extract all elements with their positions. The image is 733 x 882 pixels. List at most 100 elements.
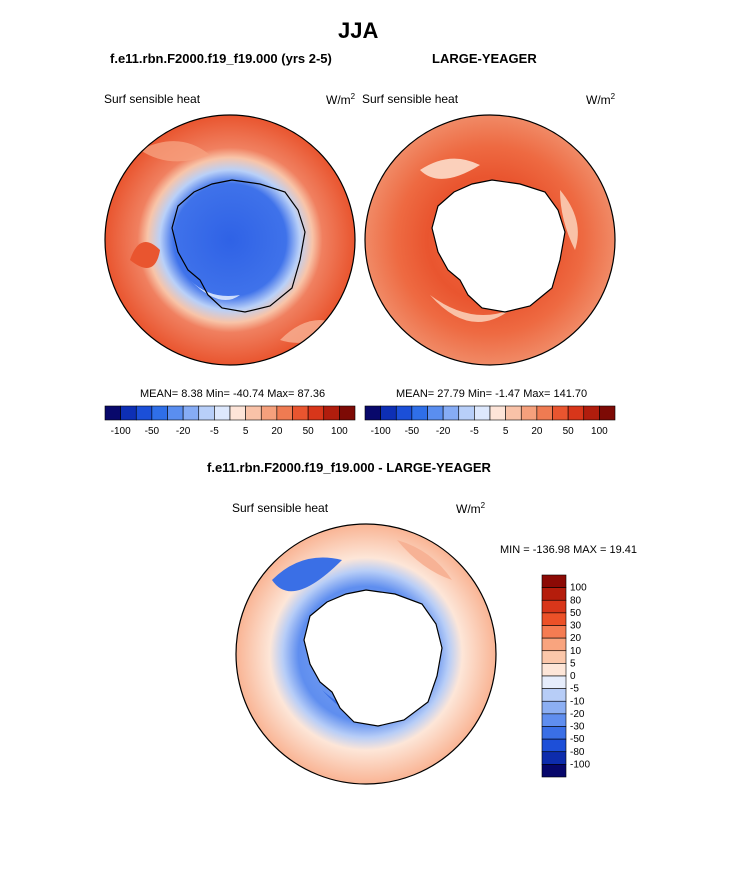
panel1-blob: [140, 141, 210, 162]
colorbar-swatch: [583, 405, 600, 421]
colorbar-swatch: [427, 405, 444, 421]
panel3-map: [235, 523, 497, 785]
panel2-mean-label: MEAN=: [396, 388, 435, 400]
colorbar-tick-label: 5: [503, 426, 509, 437]
panel3-min: -136.98: [532, 544, 571, 556]
colorbar-tick-label: -20: [436, 426, 451, 437]
colorbar-swatch: [364, 405, 381, 421]
panel3-variable: Surf sensible heat: [232, 501, 329, 515]
colorbar-swatch: [489, 405, 506, 421]
colorbar-swatch: [541, 587, 567, 601]
colorbar-swatch: [214, 405, 231, 421]
colorbar-swatch: [541, 663, 567, 677]
colorbar-swatch: [135, 405, 153, 421]
colorbar-tick-label: -5: [470, 426, 479, 437]
panel1-min-label: Min=: [205, 388, 230, 400]
colorbar-swatch: [260, 405, 278, 421]
colorbar-swatch: [541, 675, 567, 689]
colorbar-tick-label: -100: [570, 759, 590, 770]
panel2-stats: MEAN= 27.79 Min= -1.47 Max= 141.70: [396, 388, 587, 400]
panel1-max-label: Max=: [267, 388, 295, 400]
colorbar-swatch: [567, 405, 585, 421]
colorbar-tick-label: 50: [570, 608, 582, 619]
page-title: JJA: [338, 18, 379, 43]
colorbar-swatch: [380, 405, 397, 421]
colorbar-swatch: [552, 405, 569, 421]
colorbar-tick-label: -50: [570, 734, 585, 745]
colorbar-swatch: [458, 405, 475, 421]
colorbar-swatch: [245, 405, 262, 421]
panel2-units-base: W/m: [586, 93, 611, 107]
colorbar-swatch: [151, 405, 168, 421]
panel2-min: -1.47: [495, 388, 521, 400]
colorbar-swatch: [541, 625, 567, 639]
panel1-units-base: W/m: [326, 93, 351, 107]
colorbar-tick-label: 50: [303, 426, 315, 437]
colorbar-swatch: [541, 764, 567, 778]
colorbar-tick-label: -100: [371, 426, 391, 437]
colorbar-swatch: [541, 726, 567, 740]
colorbar-tick-label: 10: [570, 646, 582, 657]
left-run-title: f.e11.rbn.F2000.f19_f19.000 (yrs 2-5): [110, 51, 332, 66]
colorbar-swatch: [307, 405, 325, 421]
panel2-border: [364, 114, 616, 366]
colorbar-tick-label: 0: [570, 671, 576, 682]
colorbar-swatch: [292, 405, 309, 421]
panel1-border: [104, 114, 356, 366]
colorbar-swatch: [198, 405, 215, 421]
colorbar-tick-label: -20: [176, 426, 191, 437]
colorbar-swatch: [541, 637, 567, 652]
colorbar-tick-label: 20: [271, 426, 283, 437]
panel3-min-label: MIN =: [500, 544, 530, 556]
colorbar-swatch: [505, 405, 522, 421]
panel1-variable: Surf sensible heat: [104, 92, 201, 106]
panel1-units: W/m2: [326, 92, 355, 107]
colorbar-swatch: [104, 405, 121, 421]
panel3-units-exp: 2: [480, 501, 486, 510]
panel3-units-base: W/m: [456, 502, 481, 516]
panel1-max: 87.36: [297, 388, 326, 400]
colorbar-swatch: [541, 599, 567, 614]
colorbar-swatch: [411, 405, 428, 421]
colorbar-swatch: [182, 405, 200, 421]
colorbar-tick-label: 30: [570, 621, 582, 632]
panel2-max: 141.70: [553, 388, 588, 400]
panel2-min-label: Min=: [467, 388, 493, 400]
colorbar-tick-label: -100: [111, 426, 131, 437]
colorbar-tick-label: 20: [570, 633, 582, 644]
panel3-blob: [397, 540, 452, 580]
colorbar-swatch: [541, 688, 567, 702]
colorbar-swatch: [474, 405, 491, 421]
colorbar-swatch: [541, 751, 567, 765]
colorbar-tick-label: -20: [570, 709, 585, 720]
colorbar-tick-label: 50: [563, 426, 575, 437]
panel1-mean-label: MEAN=: [140, 388, 179, 400]
panel2-land: [431, 179, 566, 313]
panel2-units-exp: 2: [610, 92, 616, 101]
colorbar-swatch: [541, 700, 567, 715]
colorbar-tick-label: -10: [570, 696, 585, 707]
panel3-stats: MIN = -136.98 MAX = 19.41: [500, 544, 637, 556]
colorbar-tick-label: -50: [145, 426, 160, 437]
right-run-title: LARGE-YEAGER: [432, 51, 537, 66]
panel2-blob: [420, 158, 480, 179]
colorbar-tick-label: -50: [405, 426, 420, 437]
panel2-mean: 27.79: [437, 388, 465, 400]
panel2-units: W/m2: [586, 92, 615, 107]
panel1-map: [104, 114, 356, 366]
colorbar-swatch: [339, 405, 356, 421]
panel3-max: 19.41: [609, 544, 638, 556]
panel1-stats: MEAN= 8.38 Min= -40.74 Max= 87.36: [140, 388, 325, 400]
colorbar-tick-label: -30: [570, 722, 585, 733]
panel1-coastline: [171, 179, 306, 313]
panel3-max-label: MAX =: [573, 544, 607, 556]
panel2-blob: [560, 190, 578, 250]
panel3-blob: [272, 557, 342, 592]
panel3-border: [235, 523, 497, 785]
colorbar-swatch: [541, 713, 567, 727]
colorbar-swatch: [167, 405, 184, 421]
colorbar-tick-label: 100: [591, 426, 608, 437]
panel2-variable: Surf sensible heat: [362, 92, 459, 106]
panel3-units: W/m2: [456, 501, 485, 516]
